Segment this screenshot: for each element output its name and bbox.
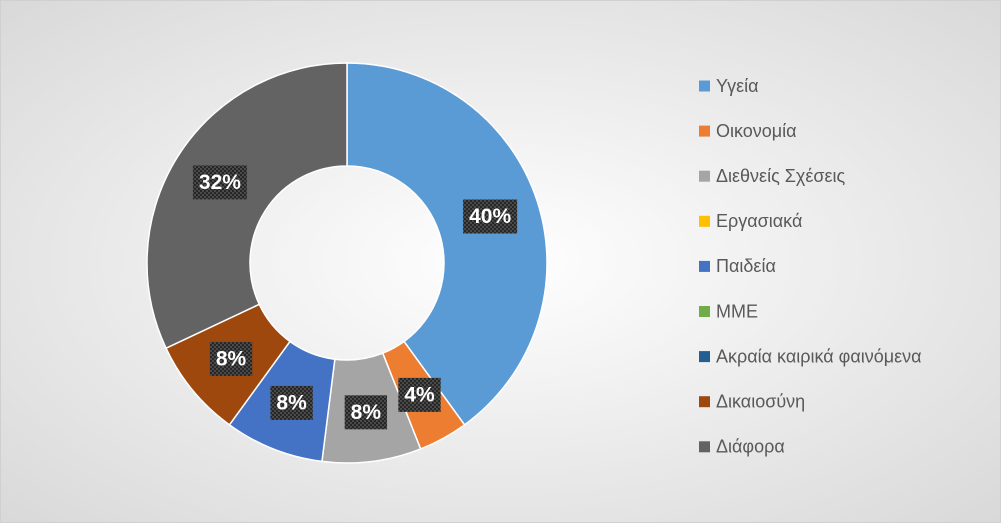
data-label: 8% — [270, 385, 313, 420]
legend-label: Ακραία καιρικά φαινόμενα — [716, 346, 922, 366]
data-label-box — [209, 341, 253, 376]
data-label-box — [344, 395, 388, 430]
legend-label: Παιδεία — [716, 256, 776, 276]
legend-marker — [699, 125, 710, 137]
legend-label: Διεθνείς Σχέσεις — [716, 166, 845, 186]
data-label-box — [270, 385, 313, 420]
legend-marker — [699, 396, 710, 408]
data-label-text: 32% — [199, 171, 241, 194]
legend-label: Οικονομία — [716, 121, 797, 141]
data-label-box — [192, 165, 247, 200]
data-label: 4% — [398, 377, 441, 412]
data-label-text: 4% — [404, 383, 435, 406]
legend-marker — [699, 80, 710, 92]
data-label-text: 8% — [216, 347, 247, 370]
legend-marker — [699, 306, 710, 317]
legend-marker — [699, 351, 710, 363]
legend-marker — [699, 215, 710, 227]
data-label-text: 8% — [351, 401, 382, 424]
legend-marker — [699, 441, 710, 453]
data-label-text: 40% — [469, 205, 511, 228]
legend-marker — [699, 170, 710, 182]
donut-slice — [146, 62, 348, 350]
legend-label: ΜΜΕ — [716, 301, 758, 321]
data-label: 8% — [209, 341, 253, 376]
data-label-text: 8% — [276, 391, 307, 414]
data-label: 40% — [463, 199, 518, 234]
data-label: 32% — [192, 165, 247, 200]
legend-marker — [699, 260, 710, 272]
donut-slice — [346, 62, 548, 426]
data-label-box — [463, 199, 518, 234]
data-label-box — [398, 377, 441, 412]
data-label: 8% — [344, 395, 388, 430]
legend-label: Υγεία — [716, 76, 759, 96]
legend-label: Διάφορα — [716, 437, 785, 457]
legend-label: Εργασιακά — [716, 211, 802, 231]
legend-label: Δικαιοσύνη — [716, 391, 805, 411]
